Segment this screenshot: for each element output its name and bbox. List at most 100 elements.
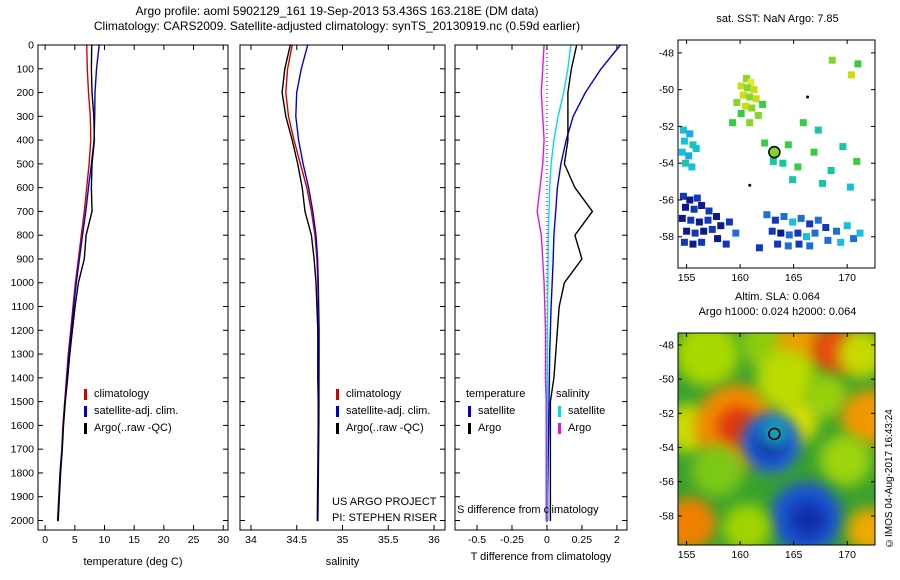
x-tick-label: 5 [72,534,78,546]
sla-map-title-line2: Argo h1000: 0.024 h2000: 0.064 [698,306,857,318]
sst-cell [763,211,771,219]
sst-cell [754,111,762,119]
sst-cell [692,145,700,152]
sst-cell [811,229,819,237]
sst-cell [743,75,750,83]
lon-tick-label: 160 [731,272,749,284]
depth-tick-label: 400 [16,135,34,147]
temperature-axis-label: temperature (deg C) [83,556,183,568]
panel-difference-profile: -0.5 -0.25 0 0.25 2 [454,44,628,546]
legend-swatch [336,389,339,400]
depth-tick-label: 300 [16,111,34,123]
legend-swatch [84,406,87,417]
sst-cell [687,216,695,224]
series-argo-raw-qc [281,44,319,522]
sst-cell [774,240,782,248]
lat-tick-label: -52 [659,121,674,133]
legend-item: Argo [552,420,605,437]
sst-cell [737,82,745,90]
legend-item: satellite [552,403,605,420]
sst-cell [748,104,756,112]
difference-legend-salinity: salinity satellite Argo [552,386,605,437]
panel-temperature-profile: 0 5 10 15 20 25 300100200300400500600700800900… [11,40,230,547]
lat-tick-label: -48 [659,339,674,351]
sst-cell [828,56,836,64]
sst-cell [685,152,693,160]
lat-tick-label: -54 [659,442,674,454]
depth-tick-label: 2000 [11,515,35,527]
legend-swatch [84,423,87,434]
s-tick-label: -0.25 [500,534,524,546]
map-border [677,332,876,546]
lon-tick-label: 165 [785,272,803,284]
sst-cell [814,126,822,134]
argo-position-marker [768,145,781,159]
sla-blob [803,374,848,419]
sst-cell [688,163,696,171]
sst-cell [799,119,807,127]
panel-sla-map: 155 160 165 170 -48 -50 -52 -54 -56 -58 [659,332,876,561]
depth-tick-label: 1500 [11,396,35,408]
sst-cell [789,176,797,184]
sst-cell [680,238,688,246]
sst-cell [822,224,830,231]
sst-cell [678,148,686,156]
lat-tick-label: -58 [659,510,674,522]
sst-cell [704,216,712,224]
sst-cell [794,163,802,171]
x-tick-label: 15 [128,534,140,546]
panel-border [37,44,229,531]
legend-label: Argo(..raw -QC) [94,422,172,434]
x-tick-label: 30 [217,534,229,546]
sst-cell [850,235,858,243]
sst-cell [680,137,688,145]
sst-cell [747,78,755,86]
sst-cell [806,220,814,228]
sst-cell [814,216,822,224]
s-tick-label: 0.25 [572,534,593,546]
sst-cell [843,222,851,230]
x-tick-label: 10 [99,534,111,546]
legend-label: satellite [568,405,606,417]
sst-cell [833,227,840,235]
sla-field [678,333,875,545]
sla-blob [760,418,789,447]
sst-cell [819,179,826,187]
sst-cell [689,141,697,149]
s-tick-label: 0 [544,534,550,546]
sst-cell [856,229,864,237]
lat-tick-label: -54 [659,158,674,170]
legend-label: Argo(..raw -QC) [346,422,424,434]
x-tick-label: 25 [188,534,200,546]
track-dot [806,95,810,99]
sst-cell [742,102,749,110]
sst-cell [784,242,792,250]
sst-cell [797,214,805,222]
sst-cell [853,157,861,165]
depth-tick-label: 100 [16,63,34,75]
sst-cell [682,203,689,211]
depth-tick-label: 600 [16,182,34,194]
legend-label: satellite [478,405,516,417]
figure-title-line2: Climatology: CARS2009. Satellite-adjuste… [93,19,581,33]
legend-label: satellite-adj. clim. [94,405,179,417]
s-difference-inside-label: S difference from climatology [457,504,599,516]
sst-cell [700,227,708,235]
sla-blob [837,333,875,379]
sst-cell [839,143,847,151]
depth-tick-label: 1100 [11,301,34,313]
sla-blob [678,333,740,387]
depth-tick-label: 500 [16,158,34,170]
sst-cell [827,167,835,174]
sst-cell [769,157,777,165]
sst-cell [780,213,788,220]
series-argo-raw-qc [57,44,96,522]
sst-cell [722,240,730,248]
sst-cell [846,183,854,191]
sst-cell [784,141,792,149]
legend-swatch [558,423,561,434]
sla-blob [790,501,826,538]
depth-tick-label: 200 [16,87,34,99]
series-s-argo [536,44,547,522]
sst-cell [746,119,754,127]
